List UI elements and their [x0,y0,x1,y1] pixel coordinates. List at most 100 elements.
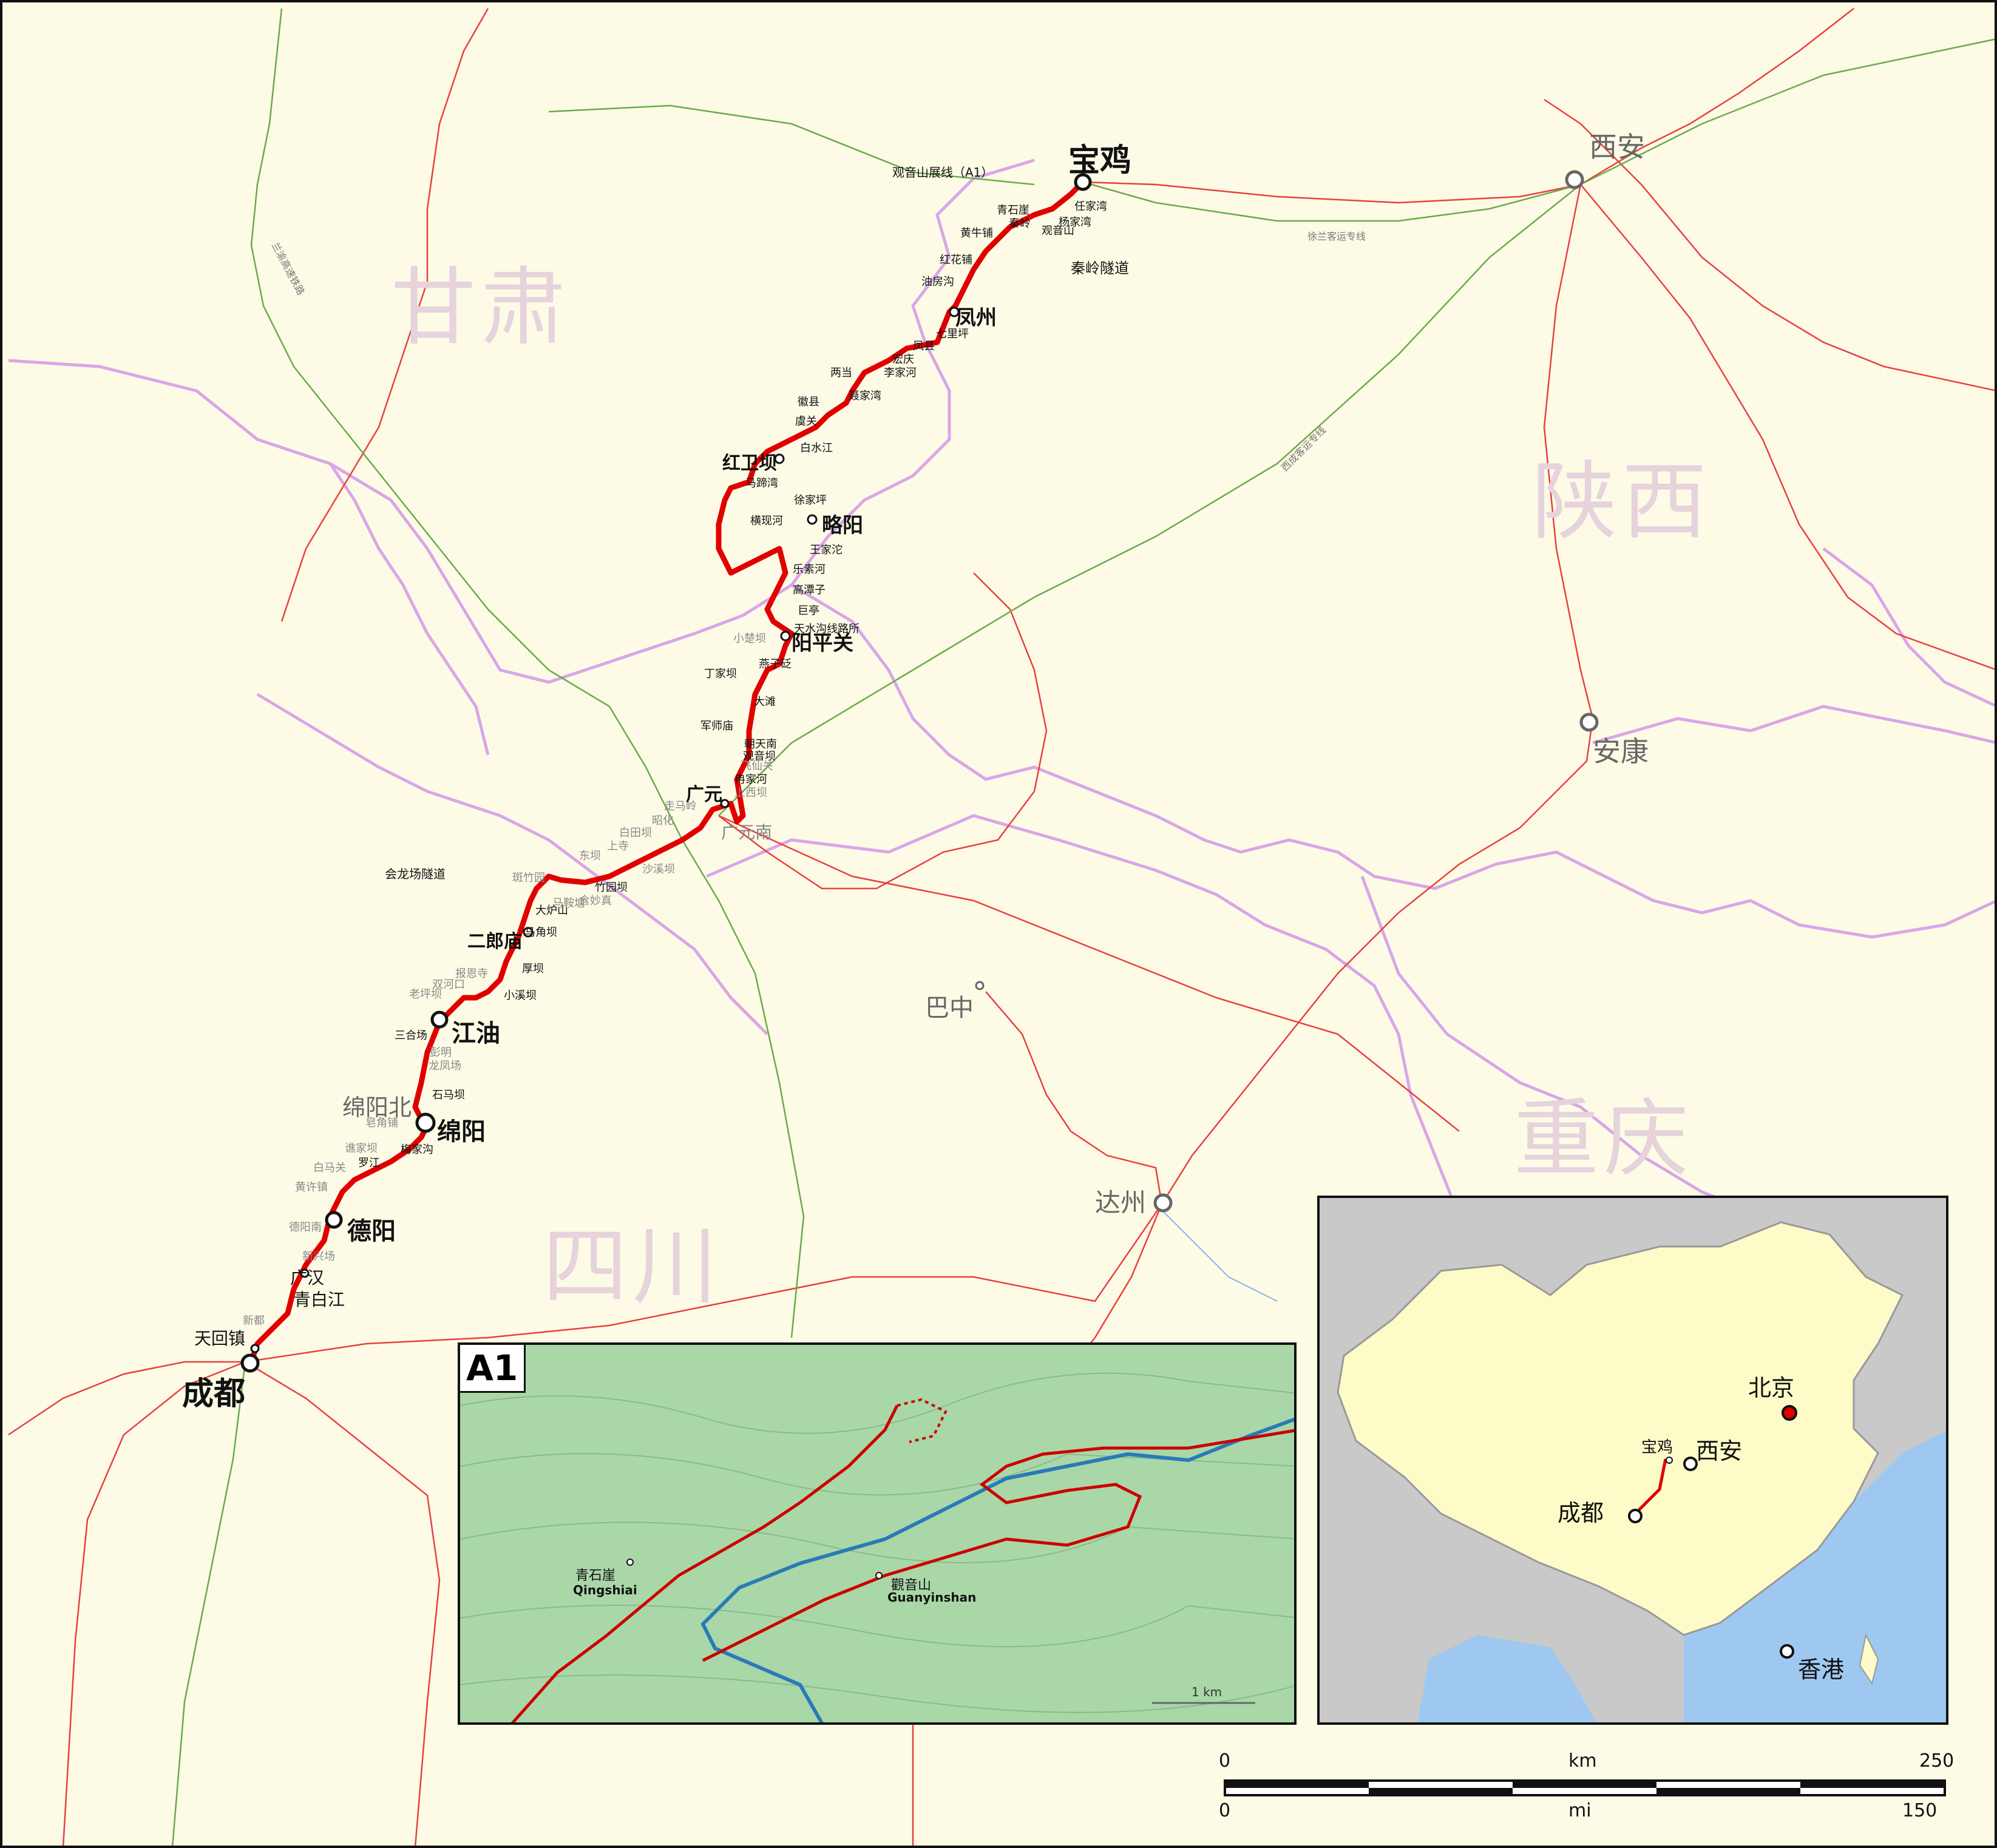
station-small: 徽县 [798,396,819,408]
station-mianyang: 绵阳 [437,1118,486,1146]
station-grey: 龙凤场 [429,1060,461,1072]
station-small: 油房沟 [921,276,954,288]
rivers [1155,1203,1278,1302]
station-marker-dazhou [1153,1193,1173,1213]
inset-guanyinshan-loop: A1 青石崖 Qingshiai 觀音山 Guanyinshan 1 km [458,1342,1297,1725]
station-small: 聂家湾 [849,390,881,402]
station-small: 马蹄湾 [745,477,778,490]
inset-city-baoji: 宝鸡 [1641,1438,1673,1457]
station-grey: 皂角铺 [365,1117,398,1129]
inset-china-drawing [1320,1198,1946,1722]
inset-a1-tag: A1 [460,1345,526,1393]
province-chongqing: 重庆 [1514,1090,1694,1189]
inset-guanyinshan-cn: 觀音山 [891,1578,932,1593]
station-grey: 小楚坝 [733,632,766,645]
station-small: 观音坝 [743,750,776,763]
scale-km-max: 250 [1919,1750,1955,1772]
station-grey: 斑竹园 [512,872,545,884]
line-label-xulan: 徐兰客运专线 [1307,231,1366,242]
station-grey: 东坝 [579,850,601,862]
hsr-lines [171,8,1995,1846]
inset-qingshiyai-en: Qingshiai [573,1583,637,1597]
station-small: 天水沟线路所 [794,623,859,635]
small-station-markers [250,306,960,1353]
station-grey: 含妙真 [579,895,612,907]
station-erlangmiao: 二郎庙 [467,931,522,952]
station-small: 燕子砭 [759,658,792,671]
station-grey: 白马关 [313,1162,346,1174]
inset-city-chengdu: 成都 [1558,1500,1604,1526]
inset-guanyinshan-en: Guanyinshan [887,1590,977,1605]
station-small: 高潭子 [793,584,826,597]
inset-scale-label: 1 km [1192,1685,1222,1699]
station-grey: 老坪坝 [409,988,442,1001]
station-lueyang: 略阳 [822,513,863,538]
station-small: 秦岭 [1009,217,1031,230]
station-small: 红花铺 [940,254,972,266]
scale-mi-min: 0 [1219,1800,1231,1821]
note-qinling-tunnel: 秦岭隧道 [1071,260,1129,277]
station-small: 马角坝 [524,926,557,939]
station-deyang: 德阳 [347,1217,396,1245]
station-small: 冉家河 [734,773,767,786]
city-bazhong: 巴中 [925,994,974,1022]
scale-km-label: km [1568,1750,1597,1772]
station-small: 石马坝 [432,1089,465,1102]
station-guanghan: 广汉 [290,1268,325,1288]
station-grey: 黄许镇 [295,1181,328,1194]
station-small: 白水江 [800,442,833,455]
station-hongweiba: 红卫坝 [722,453,777,474]
station-small: 小溪坝 [504,989,537,1002]
station-small: 七里坪 [936,328,969,340]
city-ankang: 安康 [1593,735,1649,768]
station-small: 竹园坝 [595,881,628,894]
scale-mi-label: mi [1568,1800,1592,1821]
station-marker-mianyang [415,1112,436,1133]
station-grey: 新兴场 [302,1250,335,1263]
station-small: 乐素河 [793,563,826,576]
station-small: 观音山 [1042,225,1074,237]
station-grey: 上西坝 [734,787,767,799]
station-small: 宏庆 [892,353,914,366]
station-small: 虞关 [795,415,817,428]
city-dazhou: 达州 [1095,1188,1147,1217]
station-guangyuan: 广元 [686,784,722,805]
station-small: 横现河 [750,515,783,527]
station-small: 大炉山 [535,904,568,917]
station-grey: 新都 [243,1315,265,1327]
station-grey: 谯家坝 [345,1142,378,1155]
baocheng-railway [248,180,1085,1363]
station-grey: 双河口 [432,978,465,991]
scale-mi-max: 150 [1902,1800,1938,1821]
inset-city-beijing: 北京 [1748,1375,1795,1401]
station-small: 朝天南 [744,738,777,751]
inset-qingshiyai-cn: 青石崖 [575,1568,616,1583]
station-small: 王家沱 [810,544,843,557]
station-markers [240,170,1599,1373]
station-guangyuan-nan: 广元南 [721,822,773,842]
station-marker-jiangyou [430,1010,449,1029]
station-small: 巨亭 [798,604,819,617]
station-tianhuizhen: 天回镇 [194,1328,246,1349]
station-small: 杨家湾 [1059,216,1091,229]
inset-a1-drawing [460,1372,1294,1722]
province-boundaries [8,158,1995,1254]
city-xian: 西安 [1589,130,1645,163]
station-small: 凤县 [913,340,935,353]
station-small: 梅家沟 [401,1143,433,1156]
station-grey: 昭化 [652,814,674,827]
province-gansu: 甘肃 [391,259,571,357]
scale-km-min: 0 [1219,1750,1231,1772]
inset-city-hongkong: 香港 [1798,1656,1845,1683]
station-grey: 走马岭 [664,800,697,813]
station-grey: 德阳南 [289,1221,322,1234]
station-small: 任家湾 [1074,200,1107,213]
city-mianyang-north: 绵阳北 [342,1094,412,1121]
station-grey: 彭明 [430,1046,452,1059]
station-small: 徐家坪 [794,494,827,507]
station-marker-xian [1565,170,1584,189]
station-marker-bazhong [975,981,985,990]
station-marker-baoji [1074,173,1092,191]
